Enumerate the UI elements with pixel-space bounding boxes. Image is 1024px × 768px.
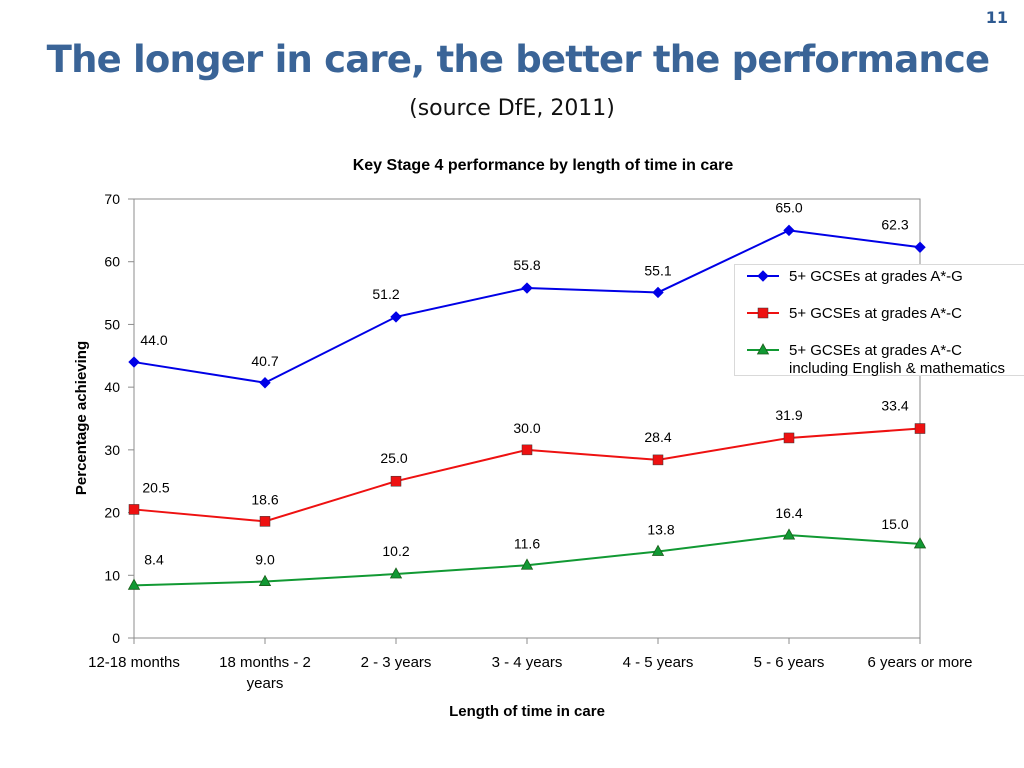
- data-label: 18.6: [251, 491, 278, 507]
- data-point: [259, 377, 271, 389]
- data-point: [652, 454, 664, 466]
- data-point: [783, 224, 795, 237]
- data-label: 33.4: [881, 398, 908, 414]
- data-point: [521, 444, 533, 456]
- x-tick-label: 3 - 4 years: [492, 654, 563, 671]
- data-label: 44.0: [140, 332, 167, 348]
- data-label: 51.2: [372, 286, 399, 302]
- data-point: [913, 537, 927, 549]
- data-point: [389, 567, 403, 579]
- data-label: 16.4: [775, 505, 802, 521]
- y-axis-title: Percentage achieving: [73, 341, 90, 495]
- x-tick-label: 2 - 3 years: [361, 654, 432, 671]
- chart-legend: 5+ GCSEs at grades A*-G 5+ GCSEs at grade…: [734, 264, 1024, 378]
- slide-subtitle: (source DfE, 2011): [409, 96, 615, 121]
- data-point: [520, 558, 534, 570]
- y-tick-label: 70: [104, 191, 120, 207]
- data-point: [128, 504, 140, 515]
- legend-label-line: 5+ GCSEs at grades A*-G: [789, 268, 963, 285]
- data-label: 55.1: [644, 262, 671, 278]
- data-point: [782, 528, 796, 540]
- legend-swatch: [747, 270, 779, 282]
- data-label: 62.3: [881, 216, 908, 232]
- legend-swatch: [747, 343, 779, 355]
- data-label: 25.0: [380, 450, 407, 466]
- data-label: 20.5: [142, 479, 169, 495]
- x-tick-label: 18 months - 2 years: [219, 654, 311, 692]
- data-label: 55.8: [513, 257, 540, 273]
- legend-swatch: [747, 307, 779, 319]
- data-point: [914, 241, 926, 253]
- data-label: 65.0: [775, 199, 802, 215]
- legend-label: 5+ GCSEs at grades A*-C: [789, 305, 962, 323]
- data-label: 11.6: [514, 535, 540, 551]
- data-point: [651, 544, 665, 556]
- data-point: [783, 432, 795, 444]
- series-1: 44.0 40.7 51.2 55.8 55.1 65.0 62.3: [128, 199, 926, 389]
- chart-title: Key Stage 4 performance by length of tim…: [353, 157, 734, 174]
- legend-label-line: 5+ GCSEs at grades A*-C: [789, 342, 962, 359]
- data-point: [390, 475, 402, 487]
- data-label: 15.0: [881, 516, 908, 532]
- legend-label-line: 5+ GCSEs at grades A*-C: [789, 305, 962, 322]
- y-tick-label: 30: [104, 442, 120, 458]
- x-tick-label: 5 - 6 years: [754, 654, 825, 671]
- y-tick-label: 50: [104, 316, 120, 332]
- slide-title: The longer in care, the better the perfo…: [46, 38, 990, 81]
- y-tick-label: 40: [104, 379, 120, 395]
- legend-label: 5+ GCSEs at grades A*-G: [789, 268, 963, 286]
- data-label: 9.0: [255, 552, 275, 568]
- data-point: [128, 356, 140, 368]
- legend-marker: [757, 307, 769, 319]
- x-tick-label: 12-18 months: [88, 654, 180, 671]
- data-point: [258, 574, 272, 586]
- data-label: 10.2: [382, 543, 409, 559]
- y-tick-label: 10: [104, 567, 120, 583]
- x-tick-label: 4 - 5 years: [623, 654, 694, 671]
- legend-label-line: including English & mathematics: [789, 360, 1005, 377]
- data-point: [914, 423, 926, 434]
- data-label: 31.9: [775, 407, 802, 423]
- legend-marker: [757, 270, 769, 282]
- data-point: [652, 286, 664, 299]
- y-tick-label: 20: [104, 505, 120, 521]
- data-label: 28.4: [644, 429, 671, 445]
- data-point: [521, 282, 533, 294]
- legend-marker: [756, 343, 770, 355]
- slide-number: 11: [985, 8, 1008, 27]
- data-point: [259, 516, 271, 527]
- data-label: 13.8: [647, 521, 674, 537]
- data-point: [390, 311, 402, 323]
- series-3: 8.4 9.0 10.2 11.6 13.8 16.4 15.0: [127, 505, 927, 590]
- data-point: [127, 578, 141, 590]
- series-2: 20.5 18.6 25.0 30.0 28.4 31.9 33.4: [128, 398, 926, 527]
- x-tick-label: 6 years or more: [867, 654, 972, 671]
- legend-label: 5+ GCSEs at grades A*-C including English…: [789, 342, 1005, 378]
- x-axis-title: Length of time in care: [449, 703, 605, 720]
- data-label: 30.0: [513, 420, 540, 436]
- y-tick-label: 60: [104, 254, 120, 270]
- data-label: 8.4: [144, 551, 164, 567]
- y-tick-label: 0: [112, 630, 120, 646]
- data-label: 40.7: [251, 353, 278, 369]
